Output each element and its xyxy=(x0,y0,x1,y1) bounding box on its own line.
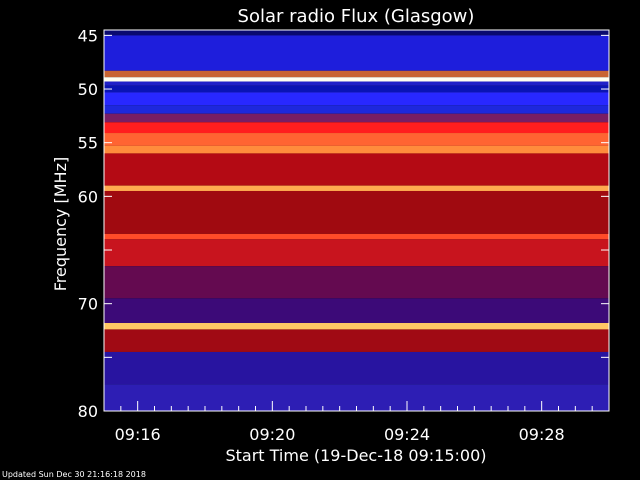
y-axis-label: Frequency [MHz] xyxy=(51,157,70,291)
frequency-band-18 xyxy=(104,298,609,323)
frequency-band-7 xyxy=(104,105,609,114)
heatmap-area xyxy=(104,30,609,411)
y-tick-label: 55 xyxy=(78,134,98,153)
y-axis: 45 50 55 60 70 80 xyxy=(78,26,609,421)
frequency-band-4 xyxy=(104,81,609,86)
frequency-band-12 xyxy=(104,153,609,186)
x-tick-label: 09:20 xyxy=(249,425,295,444)
frequency-band-13 xyxy=(104,185,609,191)
frequency-band-9 xyxy=(104,122,609,134)
updated-timestamp: Updated Sun Dec 30 21:16:18 2018 xyxy=(2,470,146,479)
x-tick-label: 09:16 xyxy=(115,425,161,444)
frequency-band-14 xyxy=(104,190,609,234)
frequency-band-19 xyxy=(104,322,609,330)
y-tick-label: 80 xyxy=(78,402,98,421)
y-tick-label: 45 xyxy=(78,26,98,45)
x-axis: 09:16 09:20 09:24 09:28 xyxy=(103,401,610,444)
frequency-band-5 xyxy=(104,85,609,93)
chart-title: Solar radio Flux (Glasgow) xyxy=(238,6,475,27)
x-axis-label: Start Time (19-Dec-18 09:15:00) xyxy=(225,446,486,465)
frequency-band-0 xyxy=(104,30,609,36)
frequency-band-11 xyxy=(104,145,609,154)
frequency-band-21 xyxy=(104,351,609,385)
frequency-band-8 xyxy=(104,113,609,123)
frequency-band-6 xyxy=(104,92,609,106)
frequency-band-16 xyxy=(104,239,609,267)
x-tick-label: 09:28 xyxy=(519,425,565,444)
y-tick-label: 70 xyxy=(78,295,98,314)
y-tick-label: 50 xyxy=(78,80,98,99)
y-tick-label: 60 xyxy=(78,187,98,206)
frequency-band-1 xyxy=(104,35,609,71)
frequency-band-2 xyxy=(104,70,609,78)
frequency-band-17 xyxy=(104,266,609,299)
frequency-band-10 xyxy=(104,133,609,146)
frequency-band-15 xyxy=(104,233,609,240)
frequency-band-20 xyxy=(104,329,609,352)
x-tick-label: 09:24 xyxy=(384,425,430,444)
frequency-band-3 xyxy=(104,77,609,82)
